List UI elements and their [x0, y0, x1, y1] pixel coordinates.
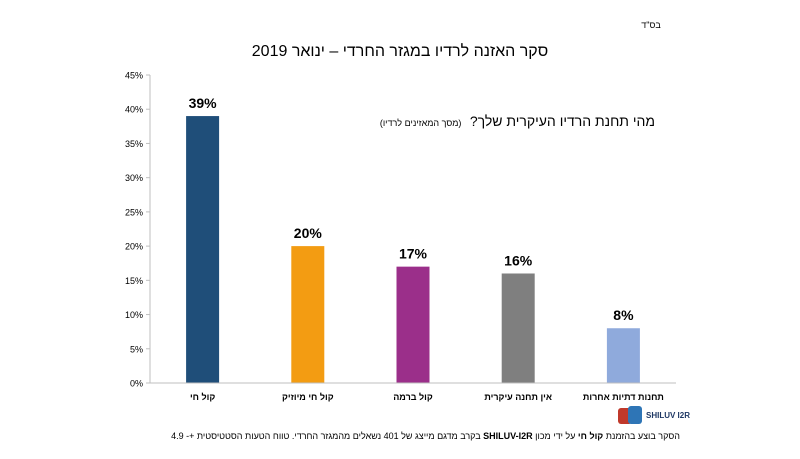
bar [501, 273, 535, 383]
data-label: 16% [504, 252, 533, 268]
bsd-header: בס"ד [641, 20, 661, 30]
data-label: 8% [613, 307, 634, 323]
bar [606, 328, 640, 383]
footer-sponsor: קול חי [577, 431, 604, 441]
footer-part3: בקרב מדגם מייצג של 401 נשאלים מהמגזר החר… [171, 431, 484, 441]
question-subtext: (מסך המאזינים לרדיו) [379, 118, 462, 128]
footer-institute: SHILUV-I2R [483, 431, 533, 441]
y-tick-label: 40% [125, 105, 143, 115]
survey-question: מהי תחנת הרדיו העיקרית שלך? (מסך המאזיני… [355, 113, 655, 131]
y-tick-label: 10% [125, 310, 143, 320]
y-tick-label: 0% [130, 379, 143, 389]
bars: 39% 20% 17% 16% 8% [186, 95, 640, 384]
data-label: 20% [294, 225, 323, 241]
shiluv-logo: SHILUV I2R [618, 406, 690, 424]
chart-title: סקר האזנה לרדיו במגזר החרדי – ינואר 2019 [251, 43, 549, 60]
x-axis: קול חי קול חי מיוזיק קול ברמה אין תחנה עיקר… [150, 382, 676, 402]
category-label: קול ברמה [393, 392, 433, 402]
category-label: קול חי [190, 392, 215, 402]
y-tick-label: 30% [125, 173, 143, 183]
y-tick-label: 35% [125, 139, 143, 149]
y-tick-label: 5% [130, 344, 143, 354]
footer-part2: על ידי מכון [532, 431, 578, 441]
bar [186, 116, 220, 384]
category-label: תחנות דתיות אחרות [583, 392, 664, 402]
y-tick-label: 20% [125, 242, 143, 252]
y-tick-label: 45% [125, 71, 143, 81]
logo-blue-shape [628, 406, 642, 424]
logo-text: SHILUV I2R [646, 411, 690, 420]
bar [291, 246, 325, 383]
data-label: 39% [189, 95, 218, 111]
bar [396, 266, 430, 383]
question-text: מהי תחנת הרדיו העיקרית שלך? [469, 113, 655, 129]
category-label: אין תחנה עיקרית [484, 392, 552, 402]
y-tick-label: 25% [125, 207, 143, 217]
y-tick-label: 15% [125, 276, 143, 286]
footer-part1: הסקר בוצע בהזמנת [603, 431, 680, 441]
y-axis: 0% 5% 10% 15% 20% 25% 30% 35% 40% 45% [125, 71, 151, 389]
data-label: 17% [399, 246, 428, 262]
footer-note: הסקר בוצע בהזמנת קול חי על ידי מכון SHIL… [90, 431, 680, 441]
category-label: קול חי מיוזיק [282, 392, 334, 402]
